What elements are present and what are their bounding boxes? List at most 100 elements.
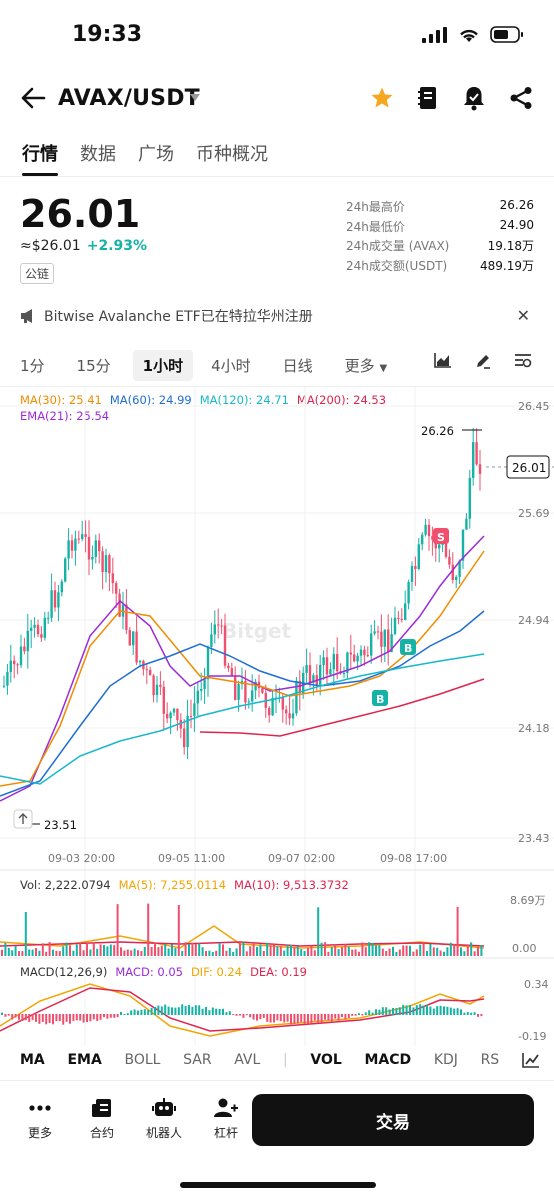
volume-bar <box>368 942 371 956</box>
macd-bar <box>198 1005 201 1015</box>
macd-bar <box>320 1014 323 1023</box>
sell-marker[interactable] <box>433 528 449 544</box>
star-icon[interactable] <box>370 86 394 110</box>
indicator-vol[interactable]: VOL <box>310 1052 342 1068</box>
macd-bar <box>375 1009 377 1015</box>
alert-bell-icon[interactable] <box>462 85 486 111</box>
indicator-settings-icon[interactable] <box>522 1052 540 1068</box>
volume-bar <box>470 942 473 956</box>
vol-ma10: MA(10): 9,513.3732 <box>234 878 349 892</box>
volume-bar <box>473 951 476 956</box>
volume-bar <box>245 951 248 956</box>
candle-body <box>223 625 227 666</box>
pair-title[interactable]: AVAX/USDT <box>58 86 200 111</box>
candle-body <box>166 713 169 719</box>
volume-bar <box>395 951 398 956</box>
candle-body <box>393 617 397 635</box>
close-icon[interactable]: ✕ <box>516 306 530 325</box>
volume-bar <box>262 951 265 956</box>
volume-bar <box>300 949 303 956</box>
volume-bar <box>133 948 136 956</box>
x-tick: 09-08 17:00 <box>380 852 447 865</box>
macd-bar <box>293 1014 296 1024</box>
candle-body <box>336 653 339 672</box>
nav-bot[interactable]: 机器人 <box>144 1098 184 1141</box>
tab-data[interactable]: 数据 <box>80 144 116 165</box>
interval-1m[interactable]: 1分 <box>20 357 45 375</box>
stat-value: 26.26 <box>499 198 534 212</box>
macd-bar <box>99 1014 102 1020</box>
volume-bar <box>239 943 241 956</box>
price-chart[interactable]: Bitget 26.45 25.69 24.94 24.18 23.43 09-… <box>0 386 554 1046</box>
indicator-ma[interactable]: MA <box>20 1052 45 1068</box>
macd-bar <box>69 1014 71 1024</box>
macd-bar <box>28 1014 31 1022</box>
indicator-rs[interactable]: RS <box>480 1052 500 1068</box>
volume-bar <box>92 942 95 956</box>
settings-sliders-icon[interactable] <box>514 352 532 368</box>
nav-more[interactable]: 更多 <box>20 1098 60 1141</box>
top-tabs: 行情 数据 广场 币种概况 <box>22 140 268 176</box>
interval-more[interactable]: 更多 ▼ <box>345 355 388 376</box>
macd-bar <box>188 1004 190 1015</box>
notebook-icon[interactable] <box>417 86 439 110</box>
candle-body <box>213 624 216 635</box>
divider <box>0 176 554 177</box>
volume-bar <box>45 951 48 956</box>
candle-body <box>220 625 223 627</box>
buy-marker[interactable] <box>372 690 388 706</box>
indicator-avl[interactable]: AVL <box>234 1052 261 1068</box>
trade-button[interactable]: 交易 <box>252 1094 534 1146</box>
volume-bar <box>48 942 51 956</box>
chain-tag[interactable]: 公链 <box>20 263 55 284</box>
nav-contract[interactable]: 合约 <box>82 1098 122 1141</box>
candle-body <box>23 646 26 652</box>
macd-bar <box>422 1005 425 1015</box>
indicator-boll[interactable]: BOLL <box>124 1052 161 1068</box>
share-icon[interactable] <box>509 86 533 110</box>
macd-bar <box>157 1005 160 1015</box>
indicator-macd[interactable]: MACD <box>364 1052 412 1068</box>
tab-square[interactable]: 广场 <box>138 144 174 165</box>
indicator-sar[interactable]: SAR <box>183 1052 212 1068</box>
candle-body <box>16 664 19 666</box>
buy-marker[interactable] <box>400 639 416 655</box>
candle-body <box>9 660 12 672</box>
news-banner[interactable]: Bitwise Avalanche ETF已在特拉华州注册 <box>20 306 313 326</box>
dif-value: DIF: 0.24 <box>191 965 242 979</box>
indicator-ema[interactable]: EMA <box>67 1052 102 1068</box>
volume-bar <box>11 950 14 956</box>
macd-bar <box>402 1004 405 1015</box>
indicator-kdj[interactable]: KDJ <box>433 1052 458 1068</box>
chevron-down-icon[interactable] <box>190 94 200 102</box>
macd-bar <box>123 1013 126 1015</box>
volume-bar <box>174 948 177 956</box>
tab-market[interactable]: 行情 <box>22 140 58 176</box>
area-chart-icon[interactable] <box>434 352 452 368</box>
macd-bar <box>324 1014 326 1020</box>
candle-body <box>149 669 152 676</box>
candle-body <box>155 684 159 696</box>
candle-body <box>424 524 427 535</box>
chart-grid <box>0 386 554 1046</box>
candle-body <box>254 681 257 691</box>
draw-pen-icon[interactable] <box>474 352 492 370</box>
interval-1d[interactable]: 日线 <box>282 357 313 375</box>
volume-bar <box>218 942 221 956</box>
last-price: 26.01 <box>20 192 141 236</box>
candle-body <box>81 534 84 539</box>
interval-4h[interactable]: 4小时 <box>211 357 251 375</box>
interval-15m[interactable]: 15分 <box>76 357 111 375</box>
tab-overview[interactable]: 币种概况 <box>196 144 268 165</box>
macd-bar <box>466 1012 469 1015</box>
interval-1h[interactable]: 1小时 <box>132 350 194 381</box>
volume-bar <box>222 944 224 956</box>
volume-bar <box>269 945 272 956</box>
volume-bar <box>154 942 156 956</box>
candles <box>2 427 482 760</box>
nav-margin[interactable]: 杠杆 <box>206 1098 246 1141</box>
volume-bar <box>106 946 109 956</box>
nav-label: 合约 <box>89 1126 114 1140</box>
back-arrow-icon[interactable] <box>20 86 46 110</box>
candle-body <box>196 690 199 704</box>
